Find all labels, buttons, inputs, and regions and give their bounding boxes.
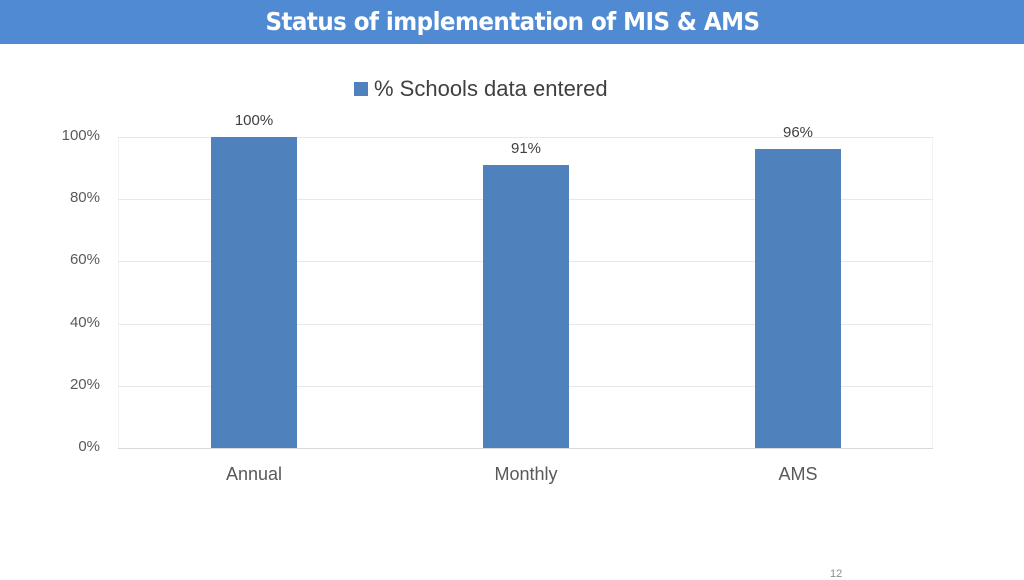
bar-value-label: 91% (510, 140, 542, 157)
x-category-label: Monthly (494, 464, 558, 484)
legend-swatch-icon (354, 82, 368, 96)
y-tick-label: 40% (69, 314, 100, 331)
y-tick-label: 80% (69, 189, 100, 206)
bar-annual (211, 137, 297, 448)
y-tick-label: 100% (61, 127, 100, 144)
slide-title: Status of implementation of MIS & AMS (264, 6, 760, 36)
chart-legend: % Schools data entered (354, 76, 608, 102)
legend-label: % Schools data entered (374, 76, 608, 101)
y-tick-label: 20% (69, 376, 100, 393)
x-axis-line (118, 448, 933, 449)
x-category-label: Annual (225, 464, 283, 484)
bar-ams (755, 149, 841, 448)
bar-monthly (483, 165, 569, 448)
page-number: 12 (830, 568, 843, 580)
gridline-100 (118, 137, 933, 138)
bar-value-label: 96% (782, 124, 814, 141)
x-category-label: AMS (778, 464, 818, 484)
slide-title-bar: Status of implementation of MIS & AMS (0, 0, 1024, 44)
y-tick-label: 0% (78, 438, 100, 455)
y-tick-label: 60% (69, 251, 100, 268)
bar-value-label: 100% (234, 112, 274, 129)
